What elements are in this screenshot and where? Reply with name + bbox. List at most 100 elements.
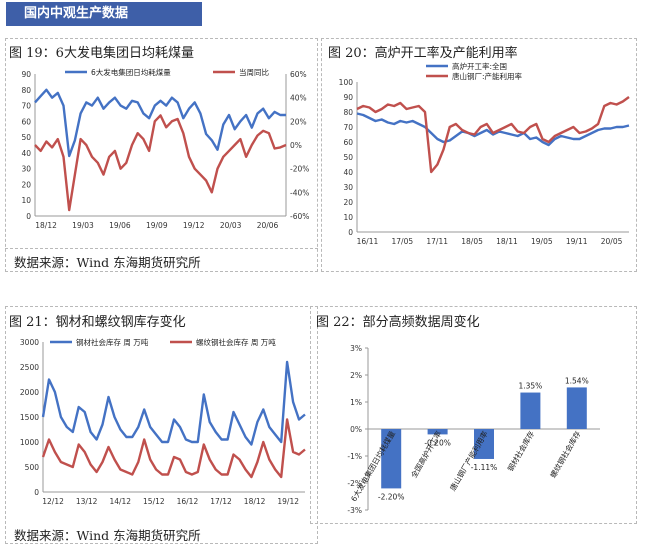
y-tick-label: 1500 <box>20 413 39 422</box>
series-line-1 <box>34 88 286 158</box>
fig19-title: 图 19：6大发电集团日均耗煤量 <box>9 46 194 61</box>
data-label-4: 1.35% <box>518 382 542 391</box>
y-tick-label: 90 <box>21 70 31 79</box>
y-tick-label: 70 <box>21 102 31 111</box>
y-tick-label: -3% <box>347 506 362 515</box>
legend-label-2: 当周同比 <box>239 67 269 77</box>
y-tick-label: 100 <box>339 78 354 87</box>
data-label-3: -1.11% <box>471 463 498 472</box>
y-tick-label: 2000 <box>20 388 39 397</box>
x-tick-label: 19/12 <box>277 497 299 506</box>
chart-fig20: 0 10 20 30 40 50 60 70 80 90 100 16/11 17/05 17/11 18/… <box>339 61 630 246</box>
bar-3 <box>474 429 494 459</box>
chart-fig21: 0 500 1000 1500 2000 2500 3000 12/12 13/12 14/12 1… <box>20 337 306 506</box>
x-tick-label: 19/12 <box>183 221 205 230</box>
y-tick-label: 0% <box>350 425 362 434</box>
x-tick-label: 16/12 <box>177 497 199 506</box>
legend-label-2: 唐山钢厂:产能利用率 <box>452 71 523 81</box>
fig19-source-divider <box>5 248 318 249</box>
panel-fig20 <box>321 38 637 272</box>
data-label-2: -0.20% <box>424 438 451 447</box>
y2-tick-label: 20% <box>290 117 307 126</box>
source-note-top: 数据来源：Wind 东海期货研究所 <box>14 255 201 270</box>
data-label-1: -2.20% <box>378 492 405 501</box>
x-tick-label: 19/05 <box>531 237 553 246</box>
y-tick-label: 1000 <box>20 438 39 447</box>
x-tick-label: 18/05 <box>461 237 483 246</box>
x-tick-label: 19/11 <box>566 237 588 246</box>
category-label-5: 螺纹钢社会库存 <box>548 429 583 480</box>
series-line-2 <box>34 114 287 212</box>
y-tick-label: 20 <box>343 198 353 207</box>
y-tick-label: 50 <box>343 153 353 162</box>
x-tick-label: 17/05 <box>392 237 414 246</box>
y-tick-label: -2% <box>347 479 362 488</box>
y-tick-label: 2% <box>350 371 362 380</box>
section-banner: 国内中观生产数据 <box>6 2 202 26</box>
y2-tick-label: 40% <box>290 94 307 103</box>
y-tick-label: 3% <box>350 344 362 353</box>
series-line-2 <box>356 96 630 174</box>
y2-tick-label: 60% <box>290 70 307 79</box>
series-line-1 <box>41 360 306 446</box>
y-tick-label: 0 <box>348 228 353 237</box>
legend-label-1: 高炉开工率:全国 <box>452 61 507 71</box>
panel-fig21 <box>5 306 318 544</box>
series-line-1 <box>356 112 630 147</box>
y-tick-label: 10 <box>21 196 31 205</box>
category-label-3: 唐山钢厂产能利用率 <box>447 429 490 493</box>
y-tick-label: 60 <box>343 138 353 147</box>
y-tick-label: 90 <box>343 93 353 102</box>
y-tick-label: 0 <box>34 488 39 497</box>
bar-2 <box>427 429 448 435</box>
x-tick-label: 20/03 <box>220 221 242 230</box>
x-tick-label: 18/12 <box>244 497 266 506</box>
y2-tick-label: -40% <box>290 188 309 197</box>
bar-5 <box>566 387 587 429</box>
x-tick-label: 20/06 <box>257 221 279 230</box>
y2-tick-label: -20% <box>290 165 309 174</box>
y-tick-label: 40 <box>21 149 31 158</box>
x-tick-label: 15/12 <box>143 497 165 506</box>
x-tick-label: 19/03 <box>72 221 94 230</box>
y-tick-label: 80 <box>21 86 31 95</box>
y-tick-label: 0 <box>26 212 31 221</box>
source-note-bottom: 数据来源：Wind 东海期货研究所 <box>14 528 201 543</box>
x-tick-label: 14/12 <box>109 497 131 506</box>
y-tick-label: 3000 <box>20 338 39 347</box>
y-tick-label: 50 <box>21 133 31 142</box>
y-tick-label: 10 <box>343 213 353 222</box>
legend-label-1: 6大发电集团日均耗煤量 <box>91 67 171 77</box>
y-tick-label: 80 <box>343 108 353 117</box>
y-tick-label: 30 <box>343 183 353 192</box>
x-tick-label: 12/12 <box>42 497 64 506</box>
fig21-title: 图 21：钢材和螺纹钢库存变化 <box>9 315 186 330</box>
x-tick-label: 16/11 <box>357 237 379 246</box>
y-tick-label: 2500 <box>20 363 39 372</box>
category-label-4: 钢材社会库存 <box>505 429 536 473</box>
legend-label-1: 钢材社会库存 周 万吨 <box>76 337 149 347</box>
data-label-5: 1.54% <box>565 376 589 385</box>
y-tick-label: 70 <box>343 123 353 132</box>
y2-tick-label: 0% <box>290 141 302 150</box>
y-tick-label: -1% <box>347 452 362 461</box>
x-tick-label: 18/11 <box>496 237 518 246</box>
x-tick-label: 17/11 <box>426 237 448 246</box>
bar-4 <box>520 392 541 429</box>
y-tick-label: 60 <box>21 117 31 126</box>
fig20-title: 图 20：高炉开工率及产能利用率 <box>328 46 518 61</box>
series-line-2 <box>41 418 306 479</box>
x-tick-label: 18/12 <box>35 221 57 230</box>
chart-fig22: -3%-2%-1%0%1%2%3%-2.20%6大发电集团日均耗煤量 -0.20%… <box>347 344 600 515</box>
x-tick-label: 19/09 <box>146 221 168 230</box>
bar-1 <box>381 429 402 489</box>
panel-fig22 <box>310 306 637 524</box>
panel-fig19 <box>5 38 318 272</box>
chart-fig19: 0 10 20 30 40 50 60 70 80 90 -60% -40% -20% 0% 20% 40% 6… <box>21 67 309 230</box>
legend-label-2: 螺纹钢社会库存 周 万吨 <box>196 337 276 347</box>
y-tick-label: 500 <box>25 463 40 472</box>
x-tick-label: 20/05 <box>601 237 623 246</box>
category-label-2: 全国高炉开工率 <box>408 429 443 480</box>
x-tick-label: 19/06 <box>109 221 131 230</box>
x-tick-label: 13/12 <box>76 497 98 506</box>
